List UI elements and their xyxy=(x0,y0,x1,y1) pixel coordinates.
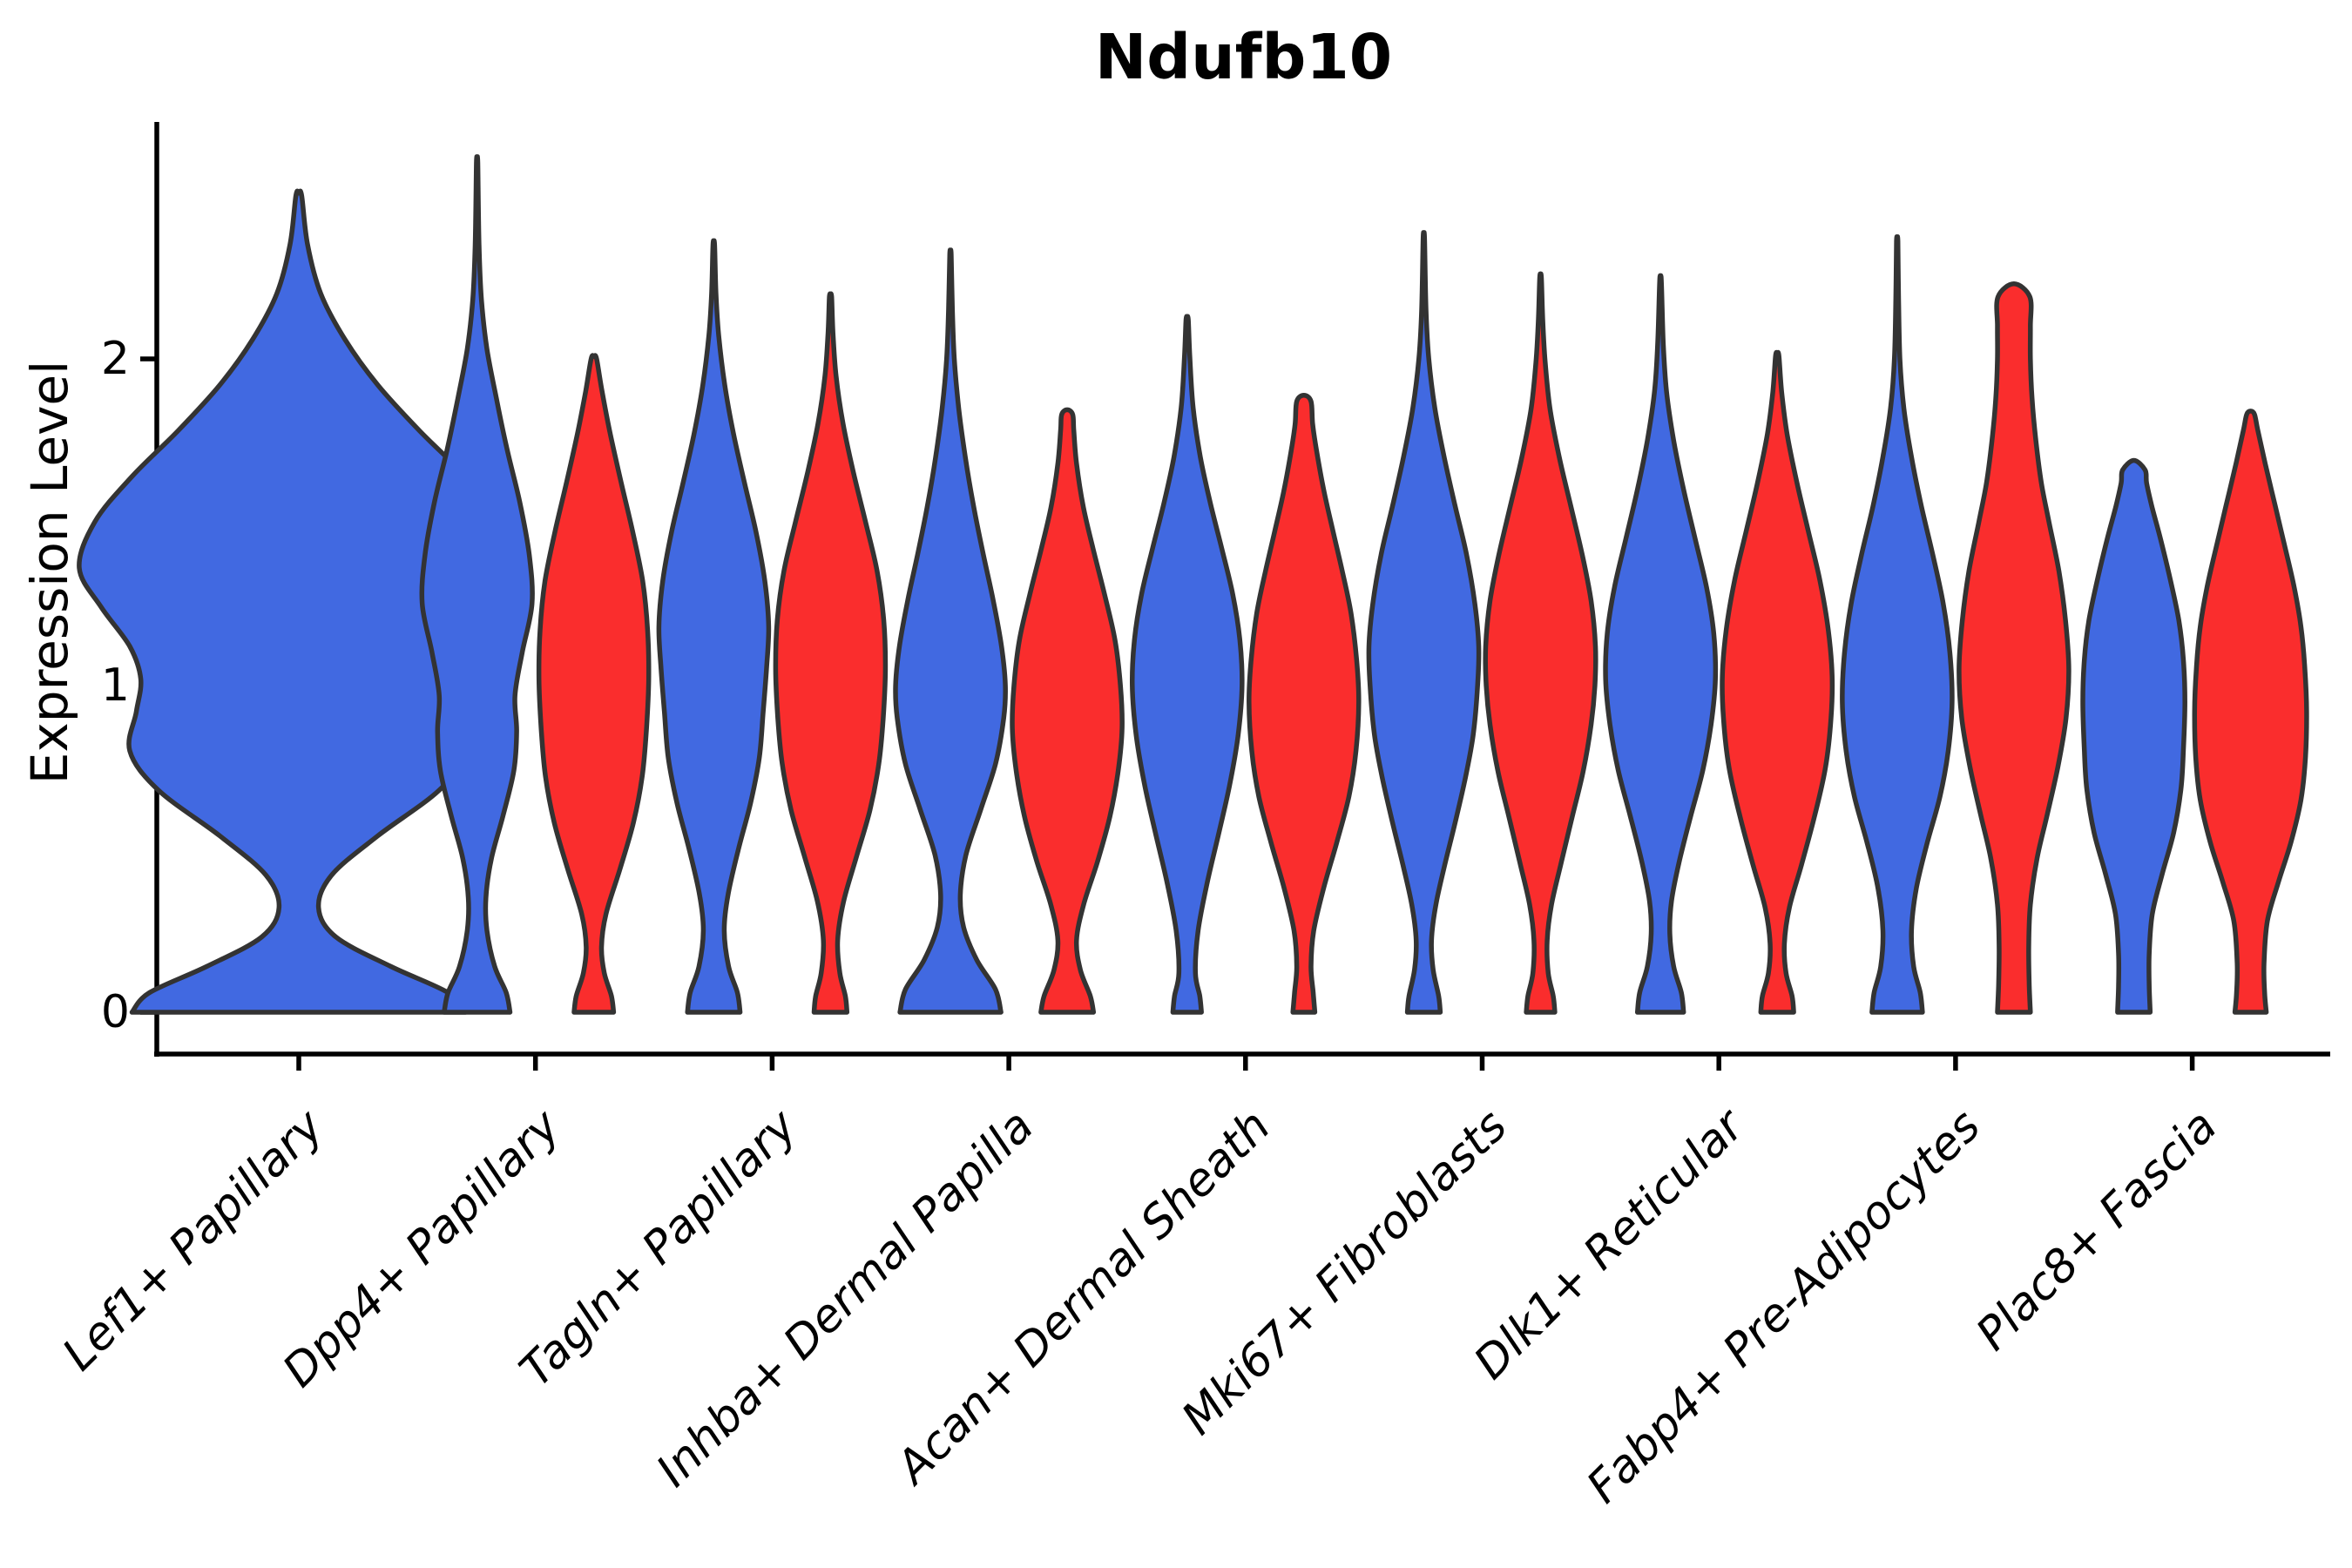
x-tick-label-acan-dermal-sheath: Acan+ Dermal Sheath xyxy=(885,1100,1281,1496)
violin-acan-dermal-sheath-blue xyxy=(1129,314,1245,1015)
x-tick-label-plac8-fascia: Plac8+ Fascia xyxy=(1967,1100,2227,1361)
violin-fabp4-pre-adipocytes-blue xyxy=(1840,234,1955,1015)
violin-lef1-papillary-blue xyxy=(77,188,521,1015)
x-tick-label-fabp4-pre-adipocytes: Fabp4+ Pre-Adipocytes xyxy=(1578,1100,1991,1514)
violin-tagln-papillary-blue xyxy=(656,238,772,1015)
violin-inhba-dermal-papilla-red xyxy=(1010,407,1125,1015)
violin-dlk1-reticular-red xyxy=(1720,349,1835,1015)
violin-dlk1-reticular-blue xyxy=(1603,273,1719,1015)
y-axis-title: Expression Level xyxy=(20,360,79,785)
violin-plac8-fascia-red xyxy=(2192,409,2309,1015)
y-tick-label: 1 xyxy=(101,659,130,712)
violin-inhba-dermal-papilla-blue xyxy=(893,247,1008,1015)
chart-title: Ndufb10 xyxy=(1094,21,1393,93)
violin-mki67-fibroblasts-blue xyxy=(1366,230,1482,1015)
y-tick-label: 0 xyxy=(101,986,130,1038)
violin-dpp4-papillary-red xyxy=(536,353,652,1015)
violin-dpp4-papillary-blue xyxy=(419,154,535,1015)
x-tick-label-lef1-papillary: Lef1+ Papillary xyxy=(53,1099,335,1381)
violin-tagln-papillary-red xyxy=(773,291,889,1015)
x-tick-label-inhba-dermal-papilla: Inhba+ Dermal Papilla xyxy=(647,1100,1044,1497)
violin-fabp4-pre-adipocytes-red xyxy=(1957,281,2072,1015)
violin-acan-dermal-sheath-red xyxy=(1247,393,1362,1015)
violin-plac8-fascia-blue xyxy=(2080,457,2187,1015)
y-tick-label: 2 xyxy=(101,333,130,385)
violin-mki67-fibroblasts-red xyxy=(1483,271,1598,1015)
